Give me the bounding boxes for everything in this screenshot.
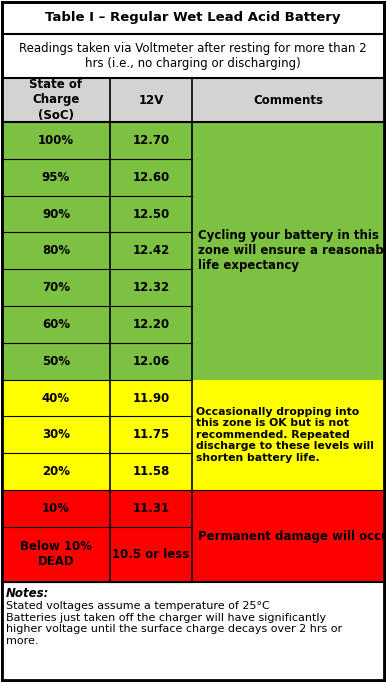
- Text: Below 10%
DEAD: Below 10% DEAD: [20, 540, 92, 568]
- Bar: [2, 380, 110, 417]
- Text: 12.50: 12.50: [132, 207, 169, 220]
- Bar: [110, 159, 192, 196]
- Text: 40%: 40%: [42, 391, 70, 404]
- Text: 11.90: 11.90: [132, 391, 169, 404]
- Bar: [2, 417, 110, 454]
- Bar: [2, 490, 110, 527]
- Text: 11.58: 11.58: [132, 465, 170, 478]
- Bar: [2, 233, 110, 269]
- Bar: [110, 122, 192, 159]
- Bar: [110, 527, 192, 582]
- Bar: [110, 269, 192, 306]
- Text: 12.42: 12.42: [132, 244, 169, 257]
- Bar: [2, 343, 110, 380]
- Text: 95%: 95%: [42, 170, 70, 183]
- Bar: [110, 306, 192, 343]
- Text: 11.75: 11.75: [132, 428, 169, 441]
- Text: Table I – Regular Wet Lead Acid Battery: Table I – Regular Wet Lead Acid Battery: [45, 12, 341, 25]
- Text: Cycling your battery in this
zone will ensure a reasonable
life expectancy: Cycling your battery in this zone will e…: [198, 229, 386, 272]
- Text: 12.06: 12.06: [132, 355, 169, 368]
- Text: 10.5 or less: 10.5 or less: [112, 548, 190, 561]
- Bar: [192, 490, 384, 582]
- Text: State of
Charge
(SoC): State of Charge (SoC): [29, 78, 83, 121]
- Bar: [110, 343, 192, 380]
- Text: Occasionally dropping into
this zone is OK but is not
recommended. Repeated
disc: Occasionally dropping into this zone is …: [196, 406, 374, 463]
- Text: 60%: 60%: [42, 318, 70, 331]
- Text: Comments: Comments: [253, 93, 323, 106]
- Text: 12.70: 12.70: [132, 134, 169, 147]
- Bar: [2, 269, 110, 306]
- Bar: [2, 122, 110, 159]
- Bar: [2, 306, 110, 343]
- Text: 30%: 30%: [42, 428, 70, 441]
- Bar: [2, 454, 110, 490]
- Bar: [110, 490, 192, 527]
- Text: 90%: 90%: [42, 207, 70, 220]
- Bar: [110, 380, 192, 417]
- Bar: [192, 380, 384, 490]
- Text: 12V: 12V: [138, 93, 164, 106]
- Bar: [2, 159, 110, 196]
- Text: 20%: 20%: [42, 465, 70, 478]
- Text: 80%: 80%: [42, 244, 70, 257]
- Text: Stated voltages assume a temperature of 25°C
Batteries just taken off the charge: Stated voltages assume a temperature of …: [6, 601, 342, 646]
- Text: 12.32: 12.32: [132, 281, 169, 294]
- Bar: [110, 196, 192, 233]
- Text: 100%: 100%: [38, 134, 74, 147]
- Bar: [2, 78, 384, 122]
- Text: 10%: 10%: [42, 502, 70, 515]
- Bar: [110, 233, 192, 269]
- Text: 70%: 70%: [42, 281, 70, 294]
- Bar: [2, 196, 110, 233]
- Bar: [110, 454, 192, 490]
- Bar: [2, 527, 110, 582]
- Text: 50%: 50%: [42, 355, 70, 368]
- Text: 12.60: 12.60: [132, 170, 169, 183]
- Bar: [2, 582, 384, 680]
- Bar: [110, 417, 192, 454]
- Bar: [192, 122, 384, 380]
- Text: Readings taken via Voltmeter after resting for more than 2
hrs (i.e., no chargin: Readings taken via Voltmeter after resti…: [19, 42, 367, 70]
- Text: Permanent damage will occur: Permanent damage will occur: [198, 529, 386, 542]
- Text: 12.20: 12.20: [132, 318, 169, 331]
- Text: Notes:: Notes:: [6, 587, 49, 600]
- Text: 11.31: 11.31: [132, 502, 169, 515]
